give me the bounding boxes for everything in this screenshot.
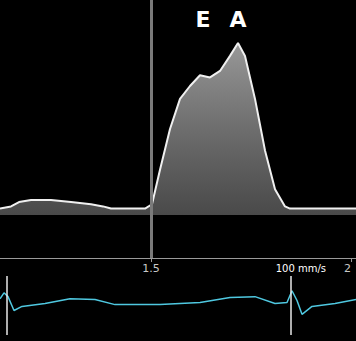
svg-text:A: A bbox=[229, 7, 246, 32]
svg-text:E: E bbox=[195, 7, 210, 32]
svg-text:1.5: 1.5 bbox=[142, 262, 160, 275]
svg-text:100 mm/s: 100 mm/s bbox=[276, 263, 326, 274]
svg-text:2: 2 bbox=[344, 262, 351, 275]
